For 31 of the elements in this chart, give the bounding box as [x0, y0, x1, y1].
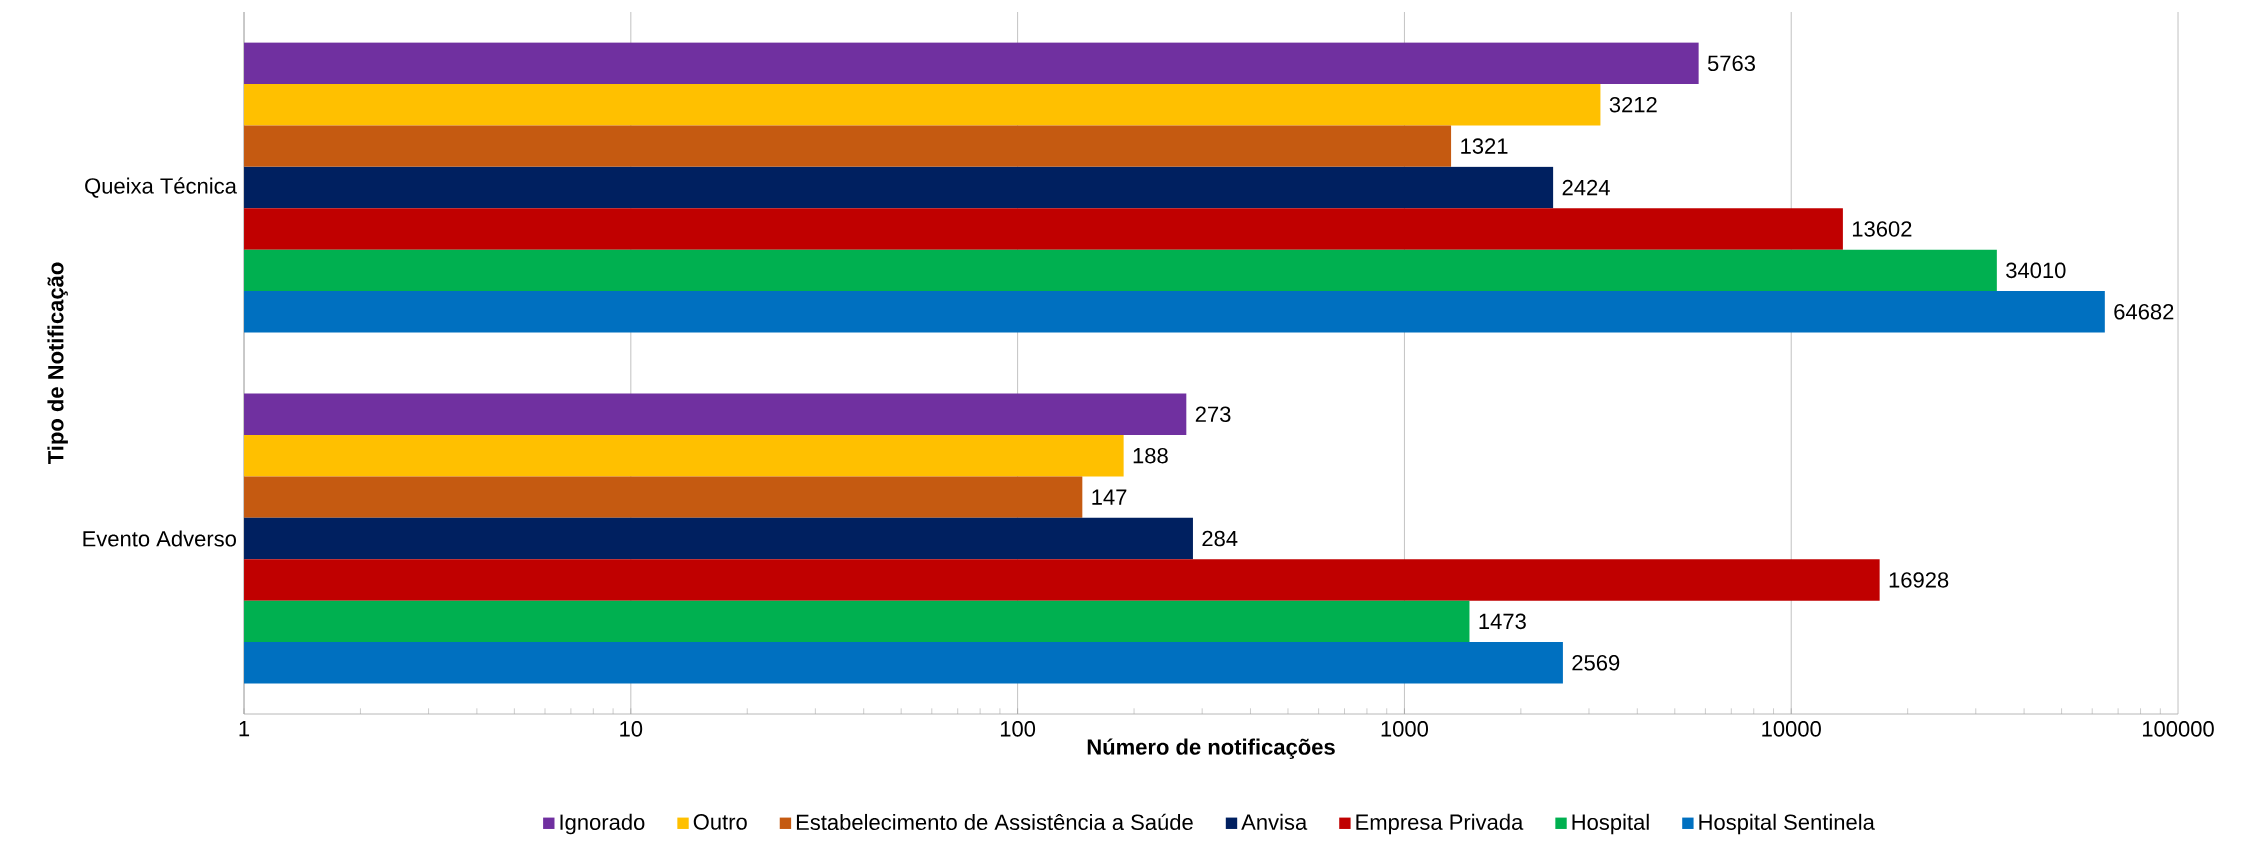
- x-tick-label: 10000: [1762, 721, 1821, 737]
- data-label: 1321: [1461, 138, 1508, 154]
- data-label: 2424: [1562, 179, 1610, 196]
- legend-label: Estabelecimento de Assistência a Saúde: [796, 813, 1193, 831]
- data-label: 5763: [1707, 55, 1755, 72]
- data-label: 1473: [1479, 613, 1526, 630]
- legend-label: Ignorado: [560, 813, 645, 835]
- x-tick-label: 10: [620, 721, 643, 737]
- y-tick-label: Queixa Técnica: [85, 177, 237, 198]
- legend-label: Empresa Privada: [1356, 813, 1524, 835]
- x-tick-label: 1000: [1381, 721, 1428, 737]
- data-label: 284: [1202, 530, 1238, 547]
- x-tick-label: 1: [239, 721, 250, 737]
- x-tick-label: 100000: [2142, 721, 2214, 737]
- data-label: 16928: [1889, 572, 1949, 588]
- data-label: 147: [1092, 489, 1127, 505]
- data-label: 273: [1195, 406, 1231, 423]
- legend-label: Hospital Sentinela: [1699, 813, 1875, 835]
- data-label: 3212: [1609, 96, 1657, 113]
- data-label: 2569: [1572, 655, 1620, 671]
- data-label: 64682: [2114, 304, 2174, 320]
- legend-label: Outro: [693, 814, 747, 830]
- legend-label: Anvisa: [1241, 813, 1308, 831]
- x-axis-title: Número de notificações: [1087, 738, 1335, 760]
- data-label: 13602: [1852, 221, 1912, 237]
- y-axis-title: Tipo de Notificação: [47, 262, 68, 465]
- data-label: 34010: [2006, 262, 2066, 279]
- data-label: 188: [1133, 447, 1168, 464]
- legend-label: Hospital: [1572, 813, 1649, 835]
- y-tick-label: Evento Adverso: [83, 530, 236, 547]
- x-tick-label: 100: [1000, 721, 1036, 737]
